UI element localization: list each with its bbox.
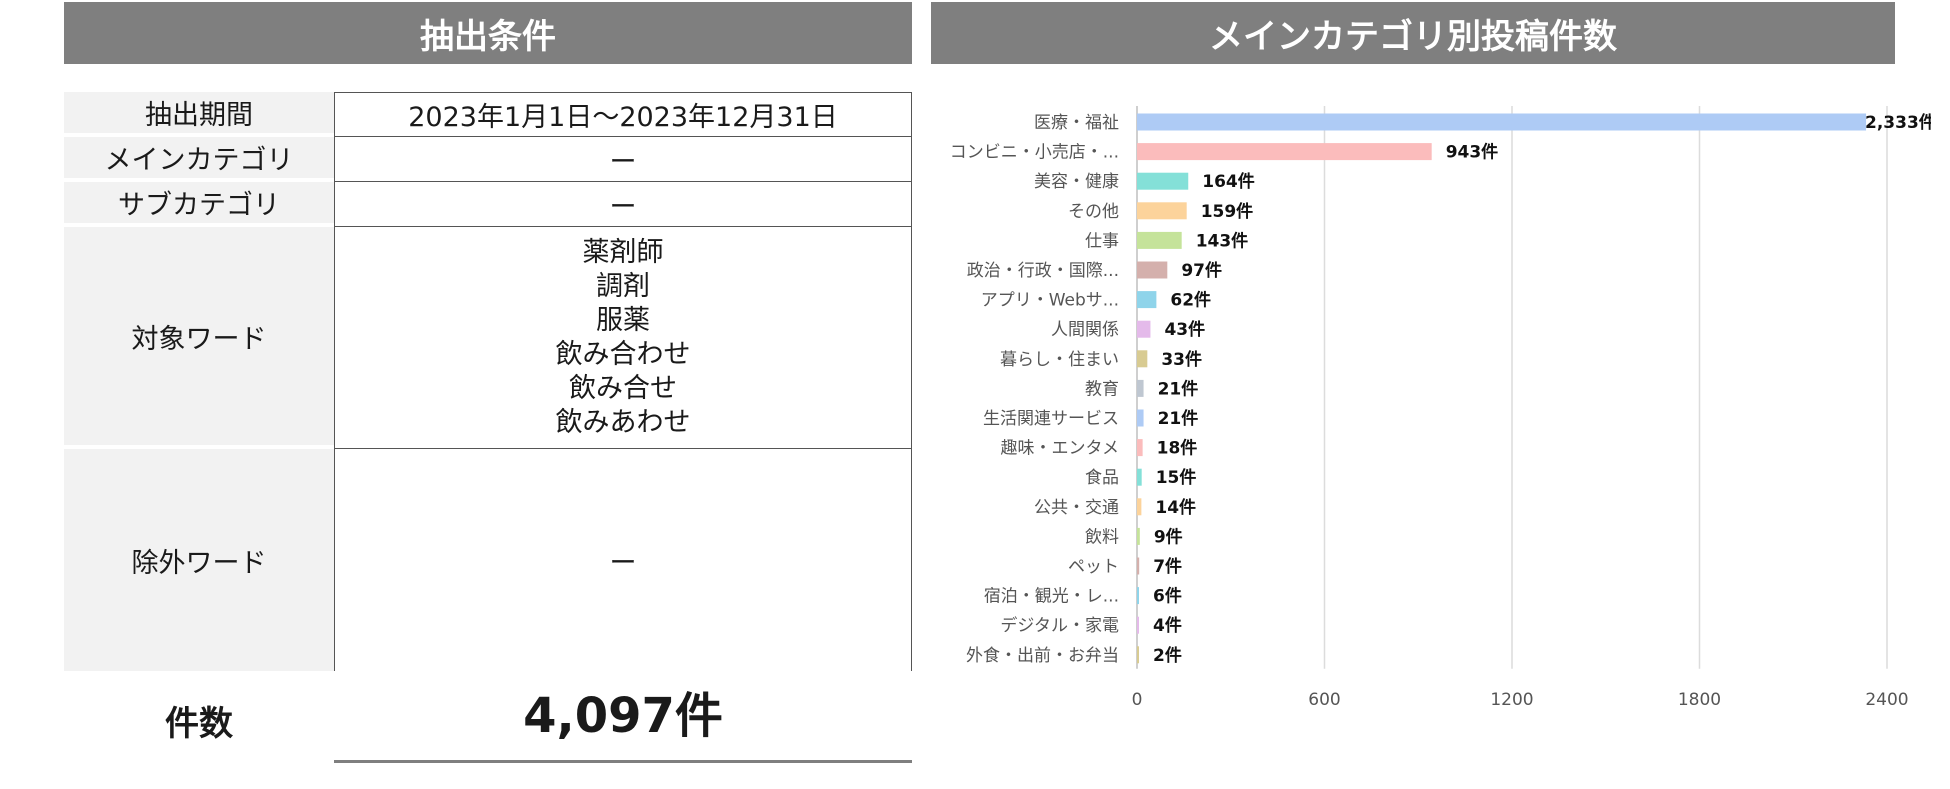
x-tick-label: 600 — [1308, 690, 1340, 710]
bar — [1137, 646, 1139, 664]
category-label: 飲料 — [1085, 527, 1119, 547]
data-label: 43件 — [1164, 319, 1205, 340]
bar — [1137, 527, 1140, 545]
category-label: 政治・行政・国際... — [967, 261, 1119, 281]
data-label: 2件 — [1153, 645, 1182, 666]
target-word: 飲みあわせ — [555, 406, 691, 438]
condition-row-target-words: 対象ワード 薬剤師 調剤 服薬 飲み合わせ 飲み合せ 飲みあわせ — [64, 227, 912, 449]
category-label: 暮らし・住まい — [1000, 350, 1119, 370]
category-label: 教育 — [1085, 379, 1119, 399]
data-label: 143件 — [1196, 230, 1249, 251]
condition-label: 除外ワード — [64, 449, 334, 671]
bar — [1137, 291, 1157, 309]
data-label: 21件 — [1158, 408, 1199, 429]
condition-row-sub-category: サブカテゴリ ー — [64, 182, 912, 227]
bar — [1137, 498, 1142, 516]
bar — [1137, 143, 1432, 161]
condition-value-text: ー — [609, 146, 637, 178]
condition-row-main-category: メインカテゴリ ー — [64, 137, 912, 182]
condition-value: 2023年1月1日～2023年12月31日 — [334, 92, 912, 137]
category-label: 外食・出前・お弁当 — [966, 646, 1119, 666]
category-label: コンビニ・小売店・... — [950, 143, 1119, 163]
condition-label: メインカテゴリ — [64, 137, 334, 182]
bar — [1137, 202, 1187, 220]
bar — [1137, 379, 1144, 397]
conditions-table: 抽出期間 2023年1月1日～2023年12月31日 メインカテゴリ ー サブカ… — [64, 92, 912, 671]
data-label: 6件 — [1153, 586, 1182, 607]
condition-label: 対象ワード — [64, 227, 334, 449]
condition-row-exclude-words: 除外ワード ー — [64, 449, 912, 671]
chart-title: メインカテゴリ別投稿件数 — [1209, 16, 1617, 57]
bar — [1137, 261, 1168, 279]
category-label: ペット — [1068, 557, 1119, 577]
condition-row-period: 抽出期間 2023年1月1日～2023年12月31日 — [64, 92, 912, 137]
count-value: 4,097件 — [334, 672, 912, 763]
category-label: 生活関連サービス — [983, 409, 1119, 429]
bar — [1137, 320, 1151, 338]
condition-value: ー — [334, 182, 912, 227]
data-label: 2,333件 — [1865, 112, 1931, 133]
bar — [1137, 468, 1142, 486]
category-label: アプリ・Webサ... — [981, 291, 1119, 311]
category-label: 仕事 — [1085, 231, 1119, 251]
condition-value-text: ー — [609, 191, 637, 223]
condition-label: 抽出期間 — [64, 92, 334, 137]
data-label: 18件 — [1157, 438, 1198, 459]
chart-header: メインカテゴリ別投稿件数 — [931, 2, 1895, 64]
data-label: 159件 — [1201, 201, 1254, 222]
bar — [1137, 587, 1139, 605]
category-label: 人間関係 — [1051, 320, 1119, 340]
data-label: 15件 — [1156, 467, 1197, 488]
category-label: 食品 — [1085, 468, 1119, 488]
bar-chart: 0 600 1200 1800 2400 医療・福祉 2,333件コンビニ・小売店・... 9… — [931, 92, 1931, 712]
target-word: 飲み合わせ — [555, 338, 691, 370]
bar — [1137, 616, 1139, 634]
x-tick-label: 0 — [1132, 690, 1143, 710]
bar — [1137, 439, 1143, 457]
category-label: 美容・健康 — [1034, 172, 1119, 192]
bar — [1137, 350, 1148, 368]
count-label: 件数 — [165, 704, 233, 744]
data-label: 14件 — [1155, 497, 1196, 518]
target-word: 飲み合せ — [569, 372, 677, 404]
conditions-title: 抽出条件 — [420, 16, 556, 57]
x-tick-label: 1200 — [1490, 690, 1533, 710]
target-word: 薬剤師 — [582, 236, 664, 268]
category-label: 宿泊・観光・レ... — [984, 587, 1119, 607]
condition-value-text: ー — [609, 547, 637, 579]
x-tick-label: 1800 — [1678, 690, 1721, 710]
data-label: 164件 — [1202, 171, 1255, 192]
bar — [1137, 409, 1144, 427]
data-label: 33件 — [1161, 349, 1202, 370]
data-label: 21件 — [1158, 378, 1199, 399]
data-label: 7件 — [1153, 556, 1182, 577]
category-label: その他 — [1068, 202, 1119, 222]
condition-value: ー — [334, 449, 912, 671]
target-word: 調剤 — [596, 270, 650, 302]
category-label: 趣味・エンタメ — [1001, 439, 1120, 459]
condition-value-text: 2023年1月1日～2023年12月31日 — [408, 102, 838, 133]
condition-label: サブカテゴリ — [64, 182, 334, 227]
data-label: 62件 — [1170, 290, 1211, 311]
conditions-header: 抽出条件 — [64, 2, 912, 64]
data-label: 97件 — [1181, 260, 1222, 281]
category-label: 公共・交通 — [1034, 498, 1119, 518]
bar — [1137, 113, 1867, 131]
data-label: 4件 — [1153, 615, 1182, 636]
bar — [1137, 557, 1140, 575]
category-label: デジタル・家電 — [1000, 615, 1119, 636]
condition-value: ー — [334, 137, 912, 182]
category-label: 医療・福祉 — [1034, 113, 1119, 133]
x-tick-label: 2400 — [1865, 690, 1908, 710]
condition-value: 薬剤師 調剤 服薬 飲み合わせ 飲み合せ 飲みあわせ — [334, 227, 912, 449]
bar — [1137, 172, 1189, 190]
data-label: 9件 — [1154, 526, 1183, 547]
bar — [1137, 231, 1182, 249]
data-label: 943件 — [1446, 142, 1499, 163]
target-word: 服薬 — [596, 304, 650, 336]
